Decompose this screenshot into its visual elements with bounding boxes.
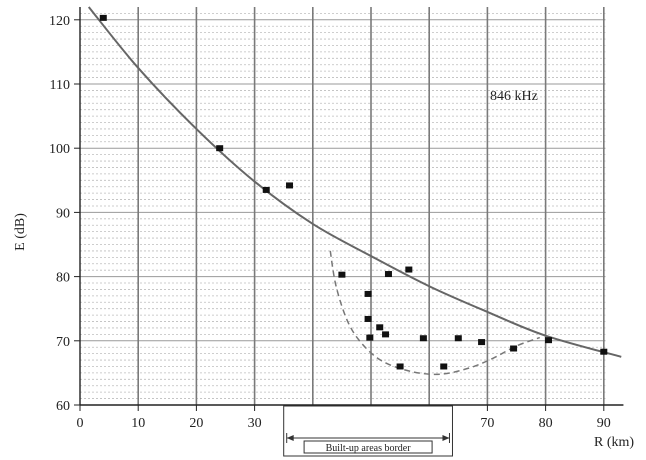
data-point [396, 363, 404, 370]
built-up-areas-border: Built-up areas border [283, 405, 453, 457]
data-point [366, 334, 374, 341]
data-point [286, 182, 294, 189]
data-point [600, 348, 608, 355]
data-point [338, 271, 346, 278]
data-point [440, 363, 448, 370]
y-tick-label: 70 [56, 335, 70, 350]
y-tick-label: 120 [49, 14, 70, 29]
x-tick-label: 90 [597, 416, 611, 431]
y-tick-label: 90 [56, 206, 70, 221]
labels: R (km) E (dB) 846 kHz 010203040506070809… [13, 14, 634, 450]
data-point [419, 335, 427, 342]
frequency-annotation: 846 kHz [490, 89, 538, 104]
data-point [99, 14, 107, 21]
data-point [454, 335, 462, 342]
x-tick-label: 80 [539, 416, 553, 431]
y-tick-label: 100 [49, 142, 70, 157]
data-point [510, 345, 518, 352]
x-tick-label: 30 [248, 416, 262, 431]
data-points [99, 14, 608, 370]
data-point [364, 290, 372, 297]
data-point [262, 186, 270, 193]
data-point [405, 266, 413, 273]
data-point [545, 337, 553, 344]
y-tick-label: 60 [56, 399, 70, 414]
x-tick-label: 70 [480, 416, 494, 431]
band-arrowhead-right [442, 435, 450, 441]
x-tick-label: 20 [189, 416, 203, 431]
y-axis-title: E (dB) [13, 213, 28, 251]
built-up-areas-border-label-box [303, 440, 433, 454]
data-point [382, 331, 390, 338]
data-point [364, 315, 372, 322]
x-tick-label: 0 [77, 416, 84, 431]
data-point [384, 271, 392, 278]
data-point [376, 324, 384, 331]
x-axis-title: R (km) [594, 435, 634, 450]
data-point [478, 339, 486, 346]
y-tick-label: 110 [50, 78, 70, 93]
built-up-areas-border-label: Built-up areas border [326, 443, 412, 454]
axes [74, 6, 624, 411]
x-tick-label: 10 [131, 416, 145, 431]
band-arrowhead-left [286, 435, 294, 441]
fit-curve [87, 6, 622, 358]
grid [80, 6, 606, 405]
built-up-area-curve [329, 250, 541, 376]
curves [87, 6, 622, 376]
y-tick-label: 80 [56, 271, 70, 286]
data-point [216, 145, 224, 152]
